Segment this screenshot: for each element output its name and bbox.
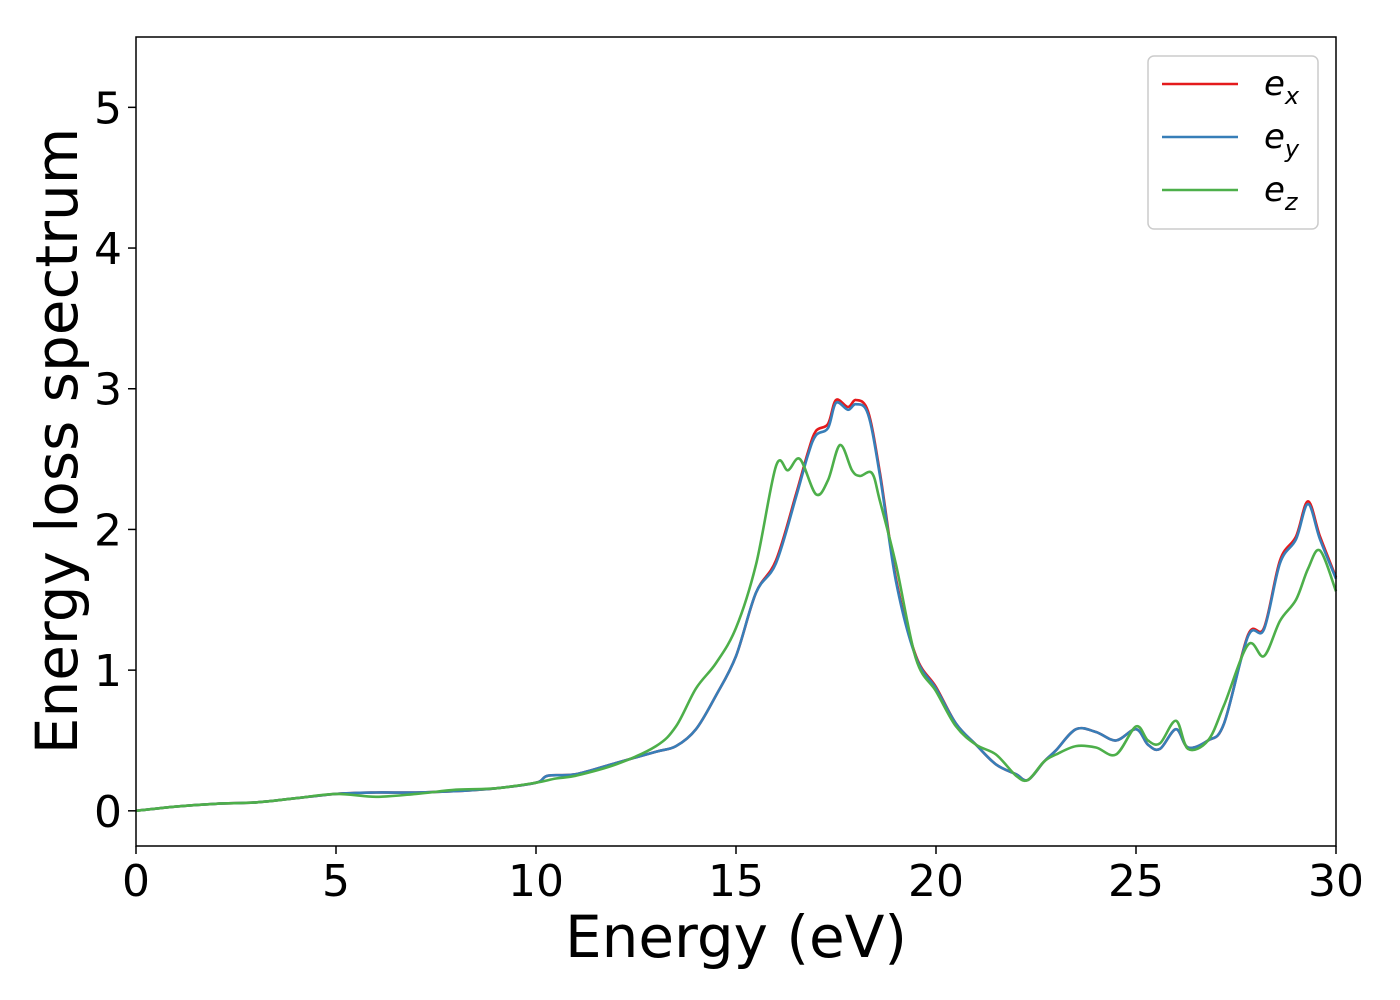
x-tick-label: 25 xyxy=(1108,856,1164,907)
y-tick-label: 1 xyxy=(94,646,122,697)
legend-box xyxy=(1147,55,1319,230)
x-tick-label: 15 xyxy=(708,856,764,907)
x-tick-label: 0 xyxy=(122,856,150,907)
x-axis-ticks: 0 5 10 15 20 25 30 xyxy=(122,846,1364,907)
x-tick-label: 5 xyxy=(322,856,350,907)
y-tick-label: 2 xyxy=(94,505,122,556)
x-tick-label: 30 xyxy=(1308,856,1364,907)
y-tick-label: 3 xyxy=(94,365,122,416)
x-axis-label: Energy (eV) xyxy=(565,903,907,971)
x-tick-label: 10 xyxy=(508,856,564,907)
y-tick-label: 5 xyxy=(94,83,122,134)
y-axis-label: Energy loss spectrum xyxy=(23,128,91,754)
series-line-z xyxy=(135,443,1338,813)
x-tick-label: 20 xyxy=(908,856,964,907)
plot-lines xyxy=(135,398,1338,813)
y-tick-label: 0 xyxy=(94,787,122,838)
y-axis-ticks: 0 1 2 3 4 5 xyxy=(94,83,136,838)
series-line-y xyxy=(135,400,1338,813)
y-tick-label: 4 xyxy=(94,224,122,275)
